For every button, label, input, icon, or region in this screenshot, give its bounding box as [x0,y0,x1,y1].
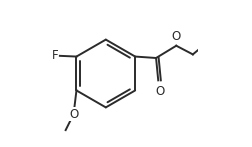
Text: O: O [155,85,164,98]
Text: O: O [171,30,180,43]
Text: F: F [52,49,59,62]
Text: O: O [69,108,78,121]
